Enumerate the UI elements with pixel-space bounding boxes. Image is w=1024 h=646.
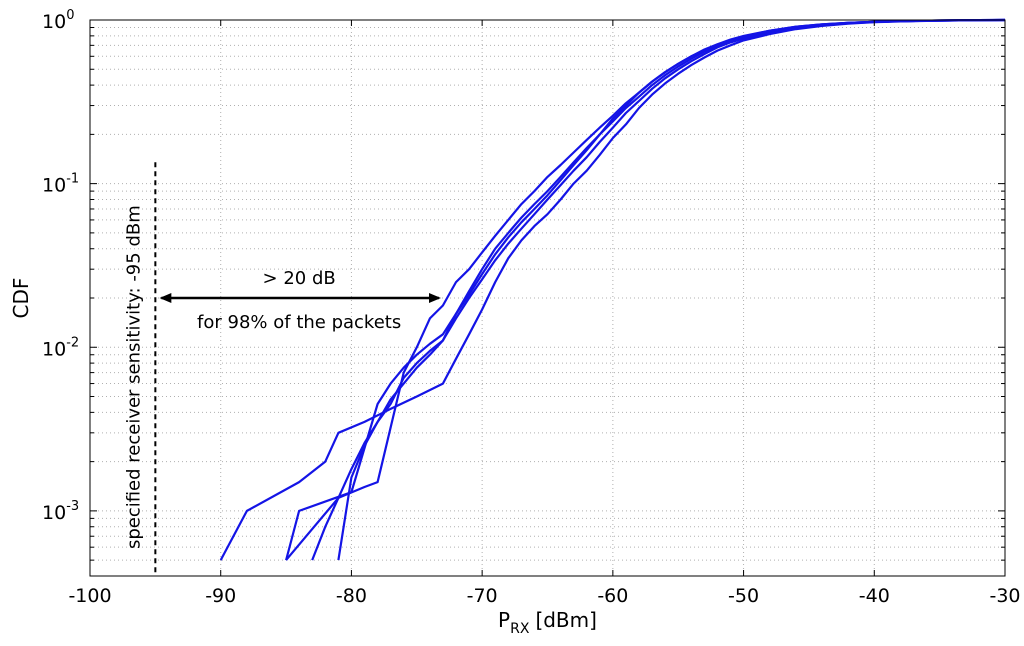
y-tick-label: 10-3 [42,499,79,524]
x-axis-label-subscript: RX [510,621,530,637]
series-group [219,18,1006,561]
x-axis-label-main: P [498,608,510,632]
y-tick-label: 10-2 [42,335,79,360]
series-line-1 [219,18,1006,561]
margin-arrow-sublabel: for 98% of the packets [197,312,401,333]
x-tick-label: -30 [989,585,1020,607]
y-tick-label: 10-1 [42,172,79,197]
x-tick-label: -90 [205,585,236,607]
sensitivity-label: specified receiver sensitivity: -95 dBm [123,205,144,549]
y-tick-label: 100 [42,8,74,33]
x-tick-label: -40 [859,585,890,607]
grid-lines [90,20,1005,576]
y-axis-label: CDF [9,278,33,319]
annotations: specified receiver sensitivity: -95 dBm … [123,162,441,576]
y-axis-ticks: 10-3 10-2 10-1 100 [42,8,1005,577]
x-tick-label: -100 [68,585,111,607]
series-line-5 [285,18,1006,561]
x-axis-label-unit: [dBm] [535,608,597,632]
x-tick-label: -60 [597,585,628,607]
x-tick-label: -80 [336,585,367,607]
x-axis-ticks: -100 -90 -80 -70 -60 -50 -40 -30 [68,20,1021,607]
x-tick-label: -70 [467,585,498,607]
series-line-4 [337,18,1006,561]
series-line-3 [311,18,1006,561]
x-axis-label: PRX [dBm] [498,608,597,637]
margin-arrow-label: > 20 dB [263,268,336,289]
x-tick-label: -50 [728,585,759,607]
